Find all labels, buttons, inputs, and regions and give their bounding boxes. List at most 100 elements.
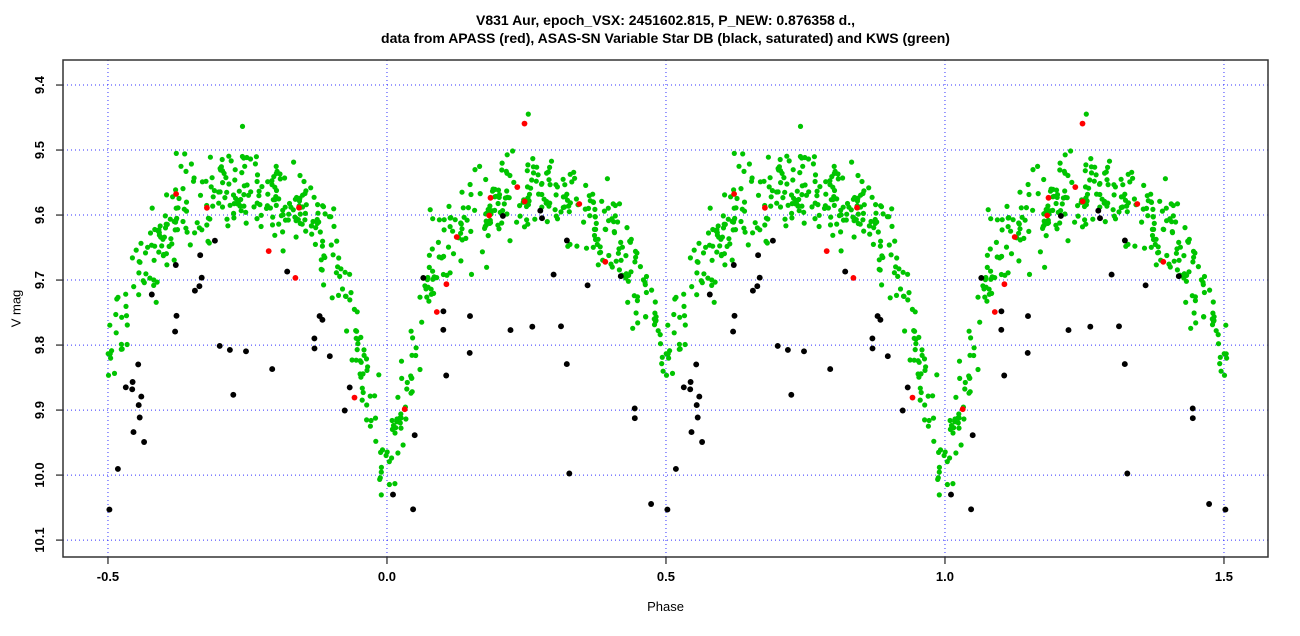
data-point-kws — [612, 202, 618, 209]
data-point-kws — [633, 254, 639, 260]
data-point-kws — [222, 195, 228, 201]
data-point-kws — [376, 372, 382, 378]
data-point-kws — [417, 294, 423, 300]
data-point-kws — [821, 205, 828, 211]
data-point-asassn — [319, 316, 326, 323]
y-tick-label: 9.9 — [32, 401, 47, 419]
data-point-asassn — [730, 328, 737, 335]
data-point-kws — [799, 203, 805, 209]
data-point-kws — [483, 176, 489, 183]
data-point-kws — [254, 178, 260, 185]
data-point-kws — [917, 397, 923, 403]
data-point-kws — [244, 154, 250, 161]
data-point-kws — [1217, 354, 1223, 360]
data-point-asassn — [135, 402, 142, 409]
data-point-kws — [925, 423, 932, 429]
data-point-kws — [572, 175, 578, 181]
data-point-asassn — [1222, 506, 1229, 513]
data-point-kws — [216, 200, 222, 206]
data-point-kws — [123, 291, 129, 297]
data-point-kws — [400, 442, 406, 448]
data-point-asassn — [563, 237, 570, 244]
data-point-kws — [354, 347, 360, 353]
data-point-kws — [1008, 251, 1015, 257]
data-point-kws — [221, 170, 227, 176]
data-point-kws — [254, 216, 260, 222]
data-point-asassn — [749, 287, 756, 294]
data-point-kws — [810, 161, 817, 167]
data-point-kws — [174, 227, 181, 233]
data-point-kws — [926, 417, 932, 424]
grid-lines — [63, 60, 1268, 557]
data-point-kws — [317, 229, 323, 235]
data-point-kws — [789, 210, 795, 216]
data-point-asassn — [1142, 282, 1149, 289]
data-point-kws — [1079, 224, 1086, 230]
data-point-kws — [755, 192, 762, 198]
data-point-kws — [877, 243, 884, 249]
data-point-kws — [729, 218, 735, 225]
data-point-kws — [892, 238, 898, 244]
data-point-apass — [514, 184, 521, 191]
data-point-asassn — [216, 342, 223, 349]
data-point-kws — [1035, 163, 1041, 169]
data-point-kws — [1177, 244, 1183, 250]
data-point-apass — [443, 281, 450, 288]
data-point-kws — [1048, 186, 1054, 192]
data-point-kws — [663, 372, 670, 378]
data-point-kws — [605, 205, 611, 211]
data-point-kws — [354, 328, 360, 334]
data-point-asassn — [948, 491, 954, 498]
data-point-kws — [282, 217, 289, 223]
data-point-asassn — [563, 361, 570, 368]
data-point-kws — [931, 438, 937, 444]
data-point-kws — [241, 192, 247, 198]
data-point-kws — [714, 249, 720, 255]
data-point-kws — [681, 291, 687, 297]
data-point-kws — [430, 216, 436, 222]
data-point-apass — [762, 204, 768, 211]
data-point-kws — [725, 216, 731, 222]
data-point-kws — [740, 151, 746, 157]
data-point-kws — [119, 314, 125, 320]
data-point-kws — [1209, 322, 1216, 328]
data-point-kws — [1120, 182, 1126, 188]
data-point-kws — [967, 352, 973, 358]
data-point-kws — [745, 242, 751, 248]
data-point-kws — [633, 310, 639, 316]
data-point-kws — [900, 293, 907, 299]
data-point-kws — [718, 236, 724, 242]
data-point-kws — [504, 188, 510, 194]
data-point-kws — [232, 177, 238, 183]
data-point-kws — [149, 242, 155, 248]
data-point-kws — [129, 255, 135, 261]
data-point-kws — [731, 187, 737, 193]
data-point-kws — [1016, 221, 1022, 227]
data-point-asassn — [1108, 271, 1115, 278]
data-point-kws — [1150, 206, 1156, 212]
chart-title-line1: V831 Aur, epoch_VSX: 2451602.815, P_NEW:… — [476, 12, 855, 28]
data-point-kws — [530, 156, 536, 162]
data-point-kws — [906, 290, 912, 296]
data-point-kws — [831, 163, 837, 169]
data-point-kws — [742, 229, 748, 235]
data-point-kws — [873, 202, 879, 208]
data-point-kws — [444, 272, 450, 278]
data-point-kws — [395, 394, 401, 400]
y-tick-label: 9.5 — [32, 141, 47, 159]
data-point-kws — [180, 218, 186, 225]
data-point-kws — [241, 203, 247, 209]
data-point-asassn — [284, 268, 291, 275]
data-point-kws — [830, 184, 836, 190]
data-point-kws — [1211, 314, 1217, 320]
data-point-asassn — [499, 212, 506, 219]
data-point-kws — [689, 284, 695, 290]
data-point-kws — [859, 178, 865, 185]
data-point-kws — [192, 230, 198, 236]
data-point-kws — [367, 393, 373, 399]
data-point-kws — [653, 314, 659, 320]
data-point-kws — [297, 211, 303, 217]
data-point-apass — [1001, 281, 1008, 288]
data-point-kws — [966, 390, 972, 396]
data-point-kws — [783, 223, 789, 229]
